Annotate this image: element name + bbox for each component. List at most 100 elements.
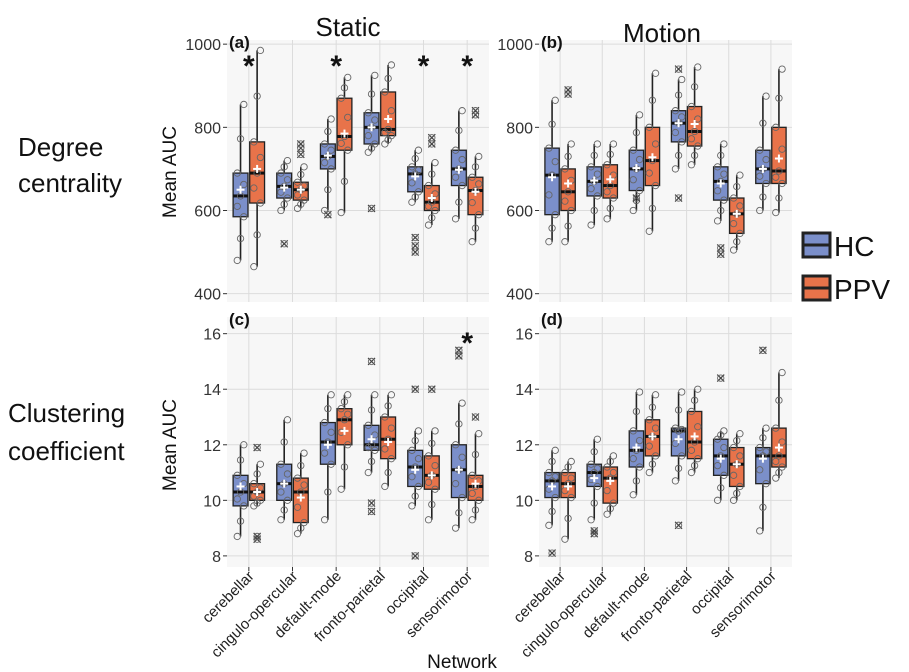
data-point bbox=[431, 461, 439, 470]
data-point bbox=[606, 150, 614, 159]
data-point bbox=[320, 516, 329, 524]
data-point bbox=[408, 179, 416, 187]
box-ppv-occipital bbox=[728, 171, 745, 254]
data-point bbox=[736, 452, 744, 460]
outlier-point bbox=[564, 90, 572, 98]
data-point bbox=[300, 196, 308, 204]
data-point bbox=[759, 193, 767, 201]
data-point bbox=[387, 391, 396, 399]
data-point bbox=[609, 452, 618, 460]
y-tick-label: 12 bbox=[203, 438, 221, 455]
data-point bbox=[277, 516, 285, 524]
y-axis-label-bottom: Mean AUC bbox=[160, 399, 181, 491]
data-point bbox=[648, 204, 657, 213]
data-point bbox=[778, 65, 786, 73]
outlier-point bbox=[455, 346, 463, 354]
outlier-point bbox=[548, 549, 556, 557]
data-point bbox=[253, 470, 261, 478]
data-point bbox=[593, 482, 602, 491]
data-point bbox=[772, 123, 780, 131]
data-point bbox=[233, 169, 241, 177]
box-hc-sensorimotor bbox=[450, 346, 467, 532]
data-point bbox=[408, 446, 416, 454]
data-point bbox=[551, 96, 559, 104]
panel-label: (b) bbox=[541, 33, 563, 52]
data-point bbox=[603, 463, 611, 471]
data-point bbox=[778, 179, 786, 188]
y-axis-label-top: Mean AUC bbox=[160, 126, 181, 218]
box-hc-cerebellar bbox=[232, 441, 249, 541]
box-hc-fronto-parietal bbox=[670, 388, 687, 530]
data-point bbox=[233, 471, 241, 479]
data-point bbox=[451, 480, 460, 488]
data-point bbox=[651, 69, 660, 77]
data-point bbox=[690, 461, 699, 470]
data-point bbox=[283, 416, 292, 424]
data-point bbox=[293, 503, 302, 511]
data-point bbox=[603, 510, 611, 518]
data-point bbox=[729, 496, 738, 504]
data-point bbox=[344, 146, 352, 154]
data-point bbox=[593, 170, 602, 178]
data-point bbox=[344, 73, 352, 82]
data-point bbox=[671, 165, 680, 173]
data-point bbox=[674, 91, 683, 99]
data-point bbox=[324, 488, 332, 496]
data-point bbox=[451, 146, 460, 154]
box-hc-sensorimotor bbox=[755, 92, 771, 215]
data-point bbox=[387, 132, 396, 140]
data-point bbox=[687, 135, 696, 143]
data-point bbox=[471, 450, 480, 459]
data-point bbox=[458, 155, 466, 164]
data-point bbox=[648, 403, 657, 411]
data-point bbox=[778, 463, 786, 471]
box-hc-occipital bbox=[712, 140, 729, 259]
data-point bbox=[564, 188, 572, 196]
data-point bbox=[551, 473, 559, 481]
box-ppv-fronto-parietal bbox=[380, 61, 397, 148]
data-point bbox=[551, 157, 559, 166]
y-tick-label: 10 bbox=[203, 493, 221, 510]
box-ppv-occipital bbox=[423, 385, 440, 524]
outlier-point bbox=[674, 521, 683, 529]
data-point bbox=[648, 460, 657, 468]
data-point bbox=[756, 466, 764, 474]
data-point bbox=[320, 418, 329, 427]
data-point bbox=[717, 206, 725, 215]
data-point bbox=[471, 506, 480, 514]
data-point bbox=[297, 461, 305, 470]
data-point bbox=[729, 246, 738, 254]
data-point bbox=[458, 399, 466, 407]
outlier-point bbox=[253, 443, 261, 452]
data-point bbox=[320, 449, 329, 457]
data-point bbox=[729, 194, 738, 202]
data-point bbox=[300, 518, 308, 527]
box-hc-default-mode bbox=[628, 111, 645, 215]
data-point bbox=[606, 204, 614, 213]
data-point bbox=[567, 474, 575, 482]
data-point bbox=[283, 496, 292, 504]
data-point bbox=[762, 424, 770, 432]
data-point bbox=[471, 224, 480, 232]
data-point bbox=[344, 441, 352, 449]
box-ppv-fronto-parietal bbox=[686, 385, 703, 477]
data-point bbox=[645, 169, 653, 177]
data-point bbox=[458, 493, 466, 502]
data-point bbox=[344, 113, 352, 122]
data-point bbox=[736, 430, 744, 438]
data-point bbox=[564, 463, 572, 471]
data-point bbox=[340, 416, 349, 424]
data-point bbox=[694, 423, 702, 431]
outlier-point bbox=[324, 211, 332, 219]
data-point bbox=[414, 455, 423, 463]
data-point bbox=[424, 452, 433, 460]
data-point bbox=[551, 446, 559, 454]
data-point bbox=[720, 140, 728, 148]
outlier-point bbox=[590, 527, 598, 535]
data-point bbox=[729, 443, 738, 452]
data-point bbox=[384, 402, 392, 410]
data-point bbox=[564, 152, 572, 161]
data-point bbox=[729, 471, 738, 479]
data-point bbox=[381, 88, 389, 96]
data-point bbox=[468, 238, 476, 246]
